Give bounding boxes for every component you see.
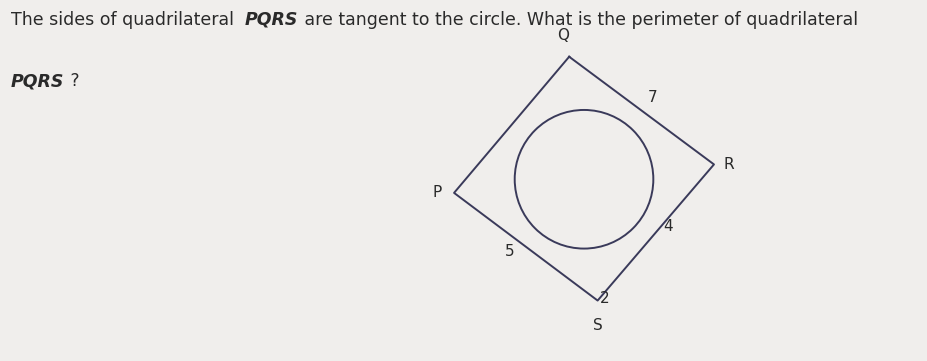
Text: R: R [723, 157, 733, 172]
Text: ?: ? [65, 72, 79, 90]
Text: 4: 4 [663, 219, 672, 234]
Text: 2: 2 [600, 291, 609, 305]
Text: Q: Q [556, 28, 568, 43]
Text: are tangent to the circle. What is the perimeter of quadrilateral: are tangent to the circle. What is the p… [298, 11, 857, 29]
Text: 5: 5 [504, 244, 514, 258]
Text: P: P [432, 186, 441, 200]
Text: 7: 7 [647, 90, 656, 105]
Text: The sides of quadrilateral: The sides of quadrilateral [11, 11, 245, 29]
Text: PQRS: PQRS [245, 11, 298, 29]
Text: S: S [592, 318, 602, 333]
Text: PQRS: PQRS [11, 72, 65, 90]
